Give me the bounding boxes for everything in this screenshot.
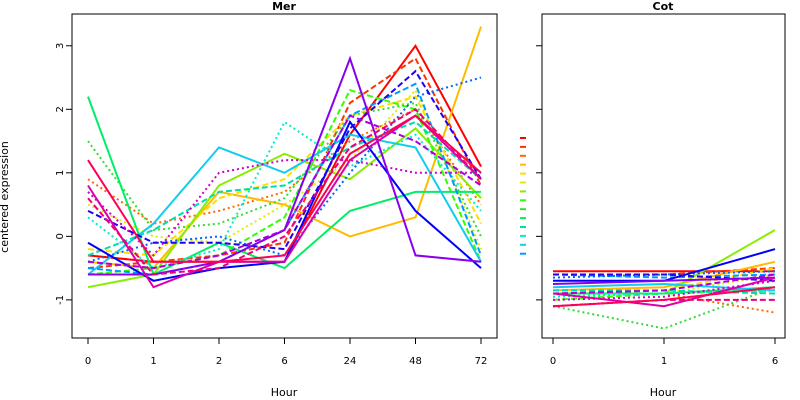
panel-title-mer: Mer xyxy=(272,0,296,13)
panel-mer: Mer -1 0 1 2 3 0 1 2 6 24 48 72 Hour centered expr… xyxy=(0,0,498,399)
x-tick-label: 0 xyxy=(85,356,91,367)
y-tick-label: 3 xyxy=(55,43,66,49)
series-line xyxy=(552,260,776,292)
y-tick-label: 0 xyxy=(55,233,66,239)
x-axis-title-cot: Hour xyxy=(650,386,677,399)
panel-title-cot: Cot xyxy=(653,0,674,13)
series-line xyxy=(552,282,776,292)
x-axis-cot: 0 1 6 xyxy=(550,338,778,367)
y-tick-label: -1 xyxy=(55,295,66,305)
series-line xyxy=(552,273,776,279)
series-line xyxy=(552,286,776,308)
series-line xyxy=(87,69,482,251)
series-line xyxy=(552,273,776,295)
plot-frame-mer xyxy=(71,13,498,339)
legend xyxy=(520,137,526,255)
series-line xyxy=(552,276,776,285)
series-line xyxy=(87,114,482,263)
series-line xyxy=(87,159,481,257)
x-tick-label: 24 xyxy=(344,356,357,367)
series-line xyxy=(552,276,776,308)
x-tick-label: 6 xyxy=(281,356,287,367)
series-line xyxy=(553,248,776,282)
x-axis-title-mer: Hour xyxy=(271,386,298,399)
x-tick-label: 48 xyxy=(409,356,422,367)
series-line xyxy=(87,120,482,270)
x-tick-label: 2 xyxy=(216,356,222,367)
x-tick-label: 1 xyxy=(661,356,667,367)
x-tick-label: 0 xyxy=(550,356,556,367)
x-tick-label: 1 xyxy=(150,356,156,367)
series-line xyxy=(87,101,482,237)
y-tick-label: 2 xyxy=(55,106,66,112)
series-line xyxy=(87,120,482,257)
y-axis-cot xyxy=(536,45,542,301)
series-lines-mer xyxy=(87,26,482,289)
y-axis-title: centered expression xyxy=(0,141,11,253)
series-line xyxy=(87,108,482,276)
series-line xyxy=(87,114,482,270)
x-tick-label: 72 xyxy=(475,356,488,367)
panel-cot: Cot 0 1 6 Hour xyxy=(536,0,786,399)
series-line xyxy=(552,279,776,301)
series-line xyxy=(87,133,482,276)
x-tick-label: 6 xyxy=(772,356,778,367)
series-lines-cot xyxy=(552,229,776,330)
y-tick-label: 1 xyxy=(55,170,66,176)
x-axis-mer: 0 1 2 6 24 48 72 xyxy=(85,338,488,367)
y-axis-mer: -1 0 1 2 3 xyxy=(55,43,72,305)
